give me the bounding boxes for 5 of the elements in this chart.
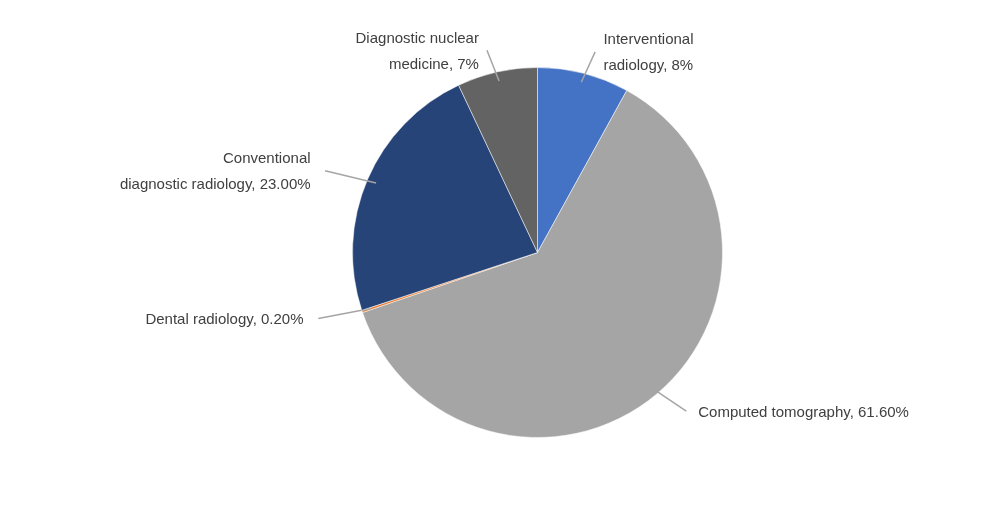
- slice-label: Conventional diagnostic radiology, 23.00%: [119, 149, 311, 193]
- slice-label: Computed tomography, 61.60%: [698, 402, 909, 420]
- slice-label: Diagnostic nuclear medicine, 7%: [355, 28, 479, 72]
- slice-label: Dental radiology, 0.20%: [145, 310, 304, 328]
- slice-label: Interventional radiology, 8%: [603, 30, 694, 74]
